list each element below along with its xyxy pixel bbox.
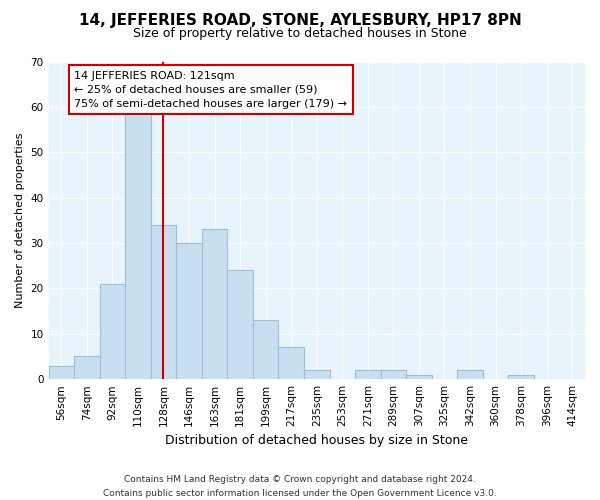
X-axis label: Distribution of detached houses by size in Stone: Distribution of detached houses by size … [165,434,468,448]
Bar [151,225,176,379]
Bar [202,230,227,379]
Bar [304,370,329,379]
Text: Contains HM Land Registry data © Crown copyright and database right 2024.
Contai: Contains HM Land Registry data © Crown c… [103,476,497,498]
Bar [125,112,151,379]
Bar [253,320,278,379]
Bar [380,370,406,379]
Bar [100,284,125,379]
Bar [49,366,74,379]
Bar [508,374,534,379]
Y-axis label: Number of detached properties: Number of detached properties [15,132,25,308]
Text: 14 JEFFERIES ROAD: 121sqm
← 25% of detached houses are smaller (59)
75% of semi-: 14 JEFFERIES ROAD: 121sqm ← 25% of detac… [74,70,347,108]
Bar [406,374,432,379]
Bar [355,370,380,379]
Bar [176,243,202,379]
Bar [227,270,253,379]
Bar [457,370,483,379]
Bar [278,348,304,379]
Text: Size of property relative to detached houses in Stone: Size of property relative to detached ho… [133,28,467,40]
Bar [74,356,100,379]
Text: 14, JEFFERIES ROAD, STONE, AYLESBURY, HP17 8PN: 14, JEFFERIES ROAD, STONE, AYLESBURY, HP… [79,12,521,28]
